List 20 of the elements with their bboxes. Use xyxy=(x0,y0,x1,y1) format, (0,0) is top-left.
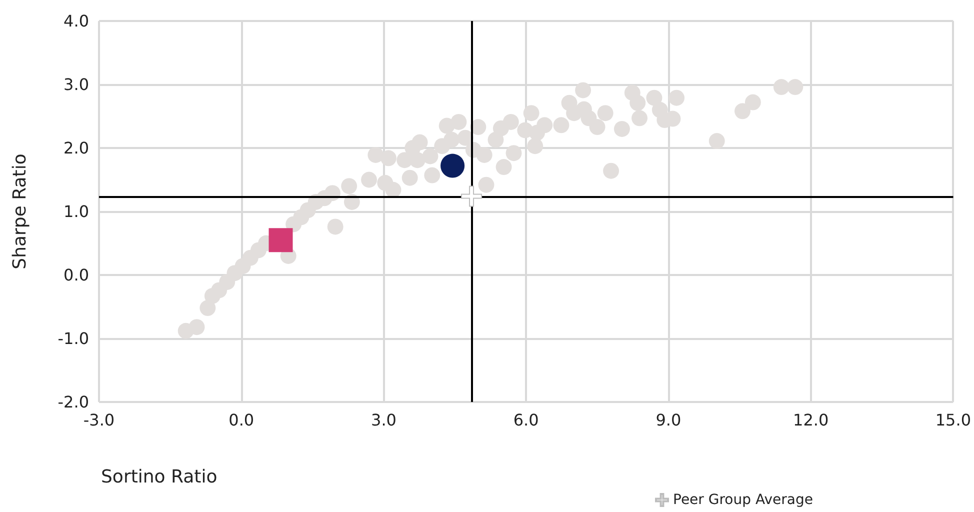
legend-label: Peer Group Average xyxy=(673,492,813,508)
y-tick-label: 4.0 xyxy=(64,12,89,30)
y-axis-title: Sharpe Ratio xyxy=(10,154,30,270)
point xyxy=(440,154,465,178)
y-tick-label: -2.0 xyxy=(58,392,89,412)
x-tick-label: 0.0 xyxy=(228,410,254,430)
y-tick-label: 2.0 xyxy=(64,138,89,158)
y-tick-label: -1.0 xyxy=(58,329,89,348)
y-tick-label: 3.0 xyxy=(64,75,89,94)
y-tick-label: 1.0 xyxy=(64,202,89,221)
x-tick-label: 6.0 xyxy=(513,410,539,430)
y-tick-label: 0.0 xyxy=(64,266,89,284)
x-axis-title: Sortino Ratio xyxy=(101,466,218,488)
x-tick-label: 12.0 xyxy=(793,410,829,430)
x-tick-label: 3.0 xyxy=(371,410,396,430)
x-tick-label: 15.0 xyxy=(935,410,971,430)
x-tick-label: 9.0 xyxy=(656,410,682,430)
x-tick-label: -3.0 xyxy=(83,410,115,430)
point xyxy=(268,228,293,252)
point xyxy=(461,186,482,207)
